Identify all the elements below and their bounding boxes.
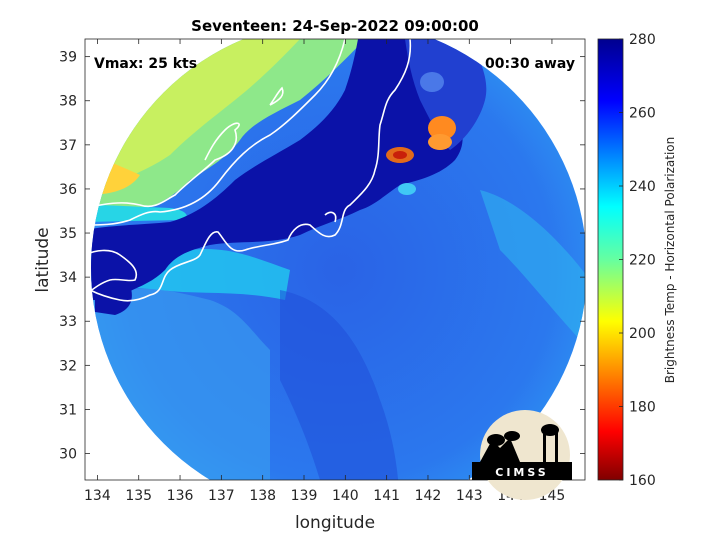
x-tick-label: 141 [373, 488, 400, 504]
colorbar-tick-label: 200 [629, 326, 656, 342]
coastlines [85, 39, 412, 302]
x-axis-label: longitude [295, 513, 375, 533]
y-tick-label: 36 [59, 182, 77, 198]
x-tick-label: 139 [291, 488, 318, 504]
x-tick-label: 137 [208, 488, 235, 504]
satellite-swath [85, 39, 585, 480]
vmax-annotation: Vmax: 25 kts [94, 56, 197, 72]
colorbar [597, 38, 624, 481]
y-tick-label: 33 [59, 314, 77, 330]
y-axis-label: latitude [33, 227, 53, 292]
colorbar-tick-label: 280 [629, 32, 656, 48]
x-tick-label: 142 [415, 488, 442, 504]
colorbar-tick-label: 220 [629, 253, 656, 269]
x-tick-label: 140 [332, 488, 359, 504]
x-axis: 134135136137138139140141142143144145 [84, 39, 565, 504]
y-axis: 30 31 32 33 34 35 36 37 38 39 [59, 50, 585, 463]
y-tick-label: 34 [59, 270, 77, 286]
colorbar-tick-label: 180 [629, 400, 656, 416]
colorbar-tick-label: 240 [629, 179, 656, 195]
cimss-logo: CIMSS [472, 410, 572, 500]
y-tick-label: 32 [59, 358, 77, 374]
logo-text: CIMSS [495, 466, 548, 479]
y-tick-label: 30 [59, 447, 77, 463]
x-tick-label: 135 [125, 488, 152, 504]
colorbar-tick-label: 160 [629, 473, 656, 489]
colorbar-ticks: 160 180 200 220 240 260 280 [619, 32, 656, 489]
y-tick-label: 35 [59, 226, 77, 242]
time-offset-annotation: 00:30 away [485, 56, 575, 72]
plot-frame [84, 38, 586, 481]
y-tick-label: 37 [59, 138, 77, 154]
colorbar-tick-label: 260 [629, 106, 656, 122]
colorbar-label: Brightness Temp - Horizontal Polarizatio… [663, 137, 677, 384]
y-tick-label: 38 [59, 94, 77, 110]
chart-title: Seventeen: 24-Sep-2022 09:00:00 [191, 17, 479, 35]
x-tick-label: 138 [249, 488, 276, 504]
y-tick-label: 31 [59, 402, 77, 418]
warm-spot-2 [428, 116, 456, 140]
x-tick-label: 134 [84, 488, 111, 504]
x-tick-label: 143 [456, 488, 483, 504]
x-tick-label: 136 [167, 488, 194, 504]
y-tick-label: 39 [59, 50, 77, 66]
